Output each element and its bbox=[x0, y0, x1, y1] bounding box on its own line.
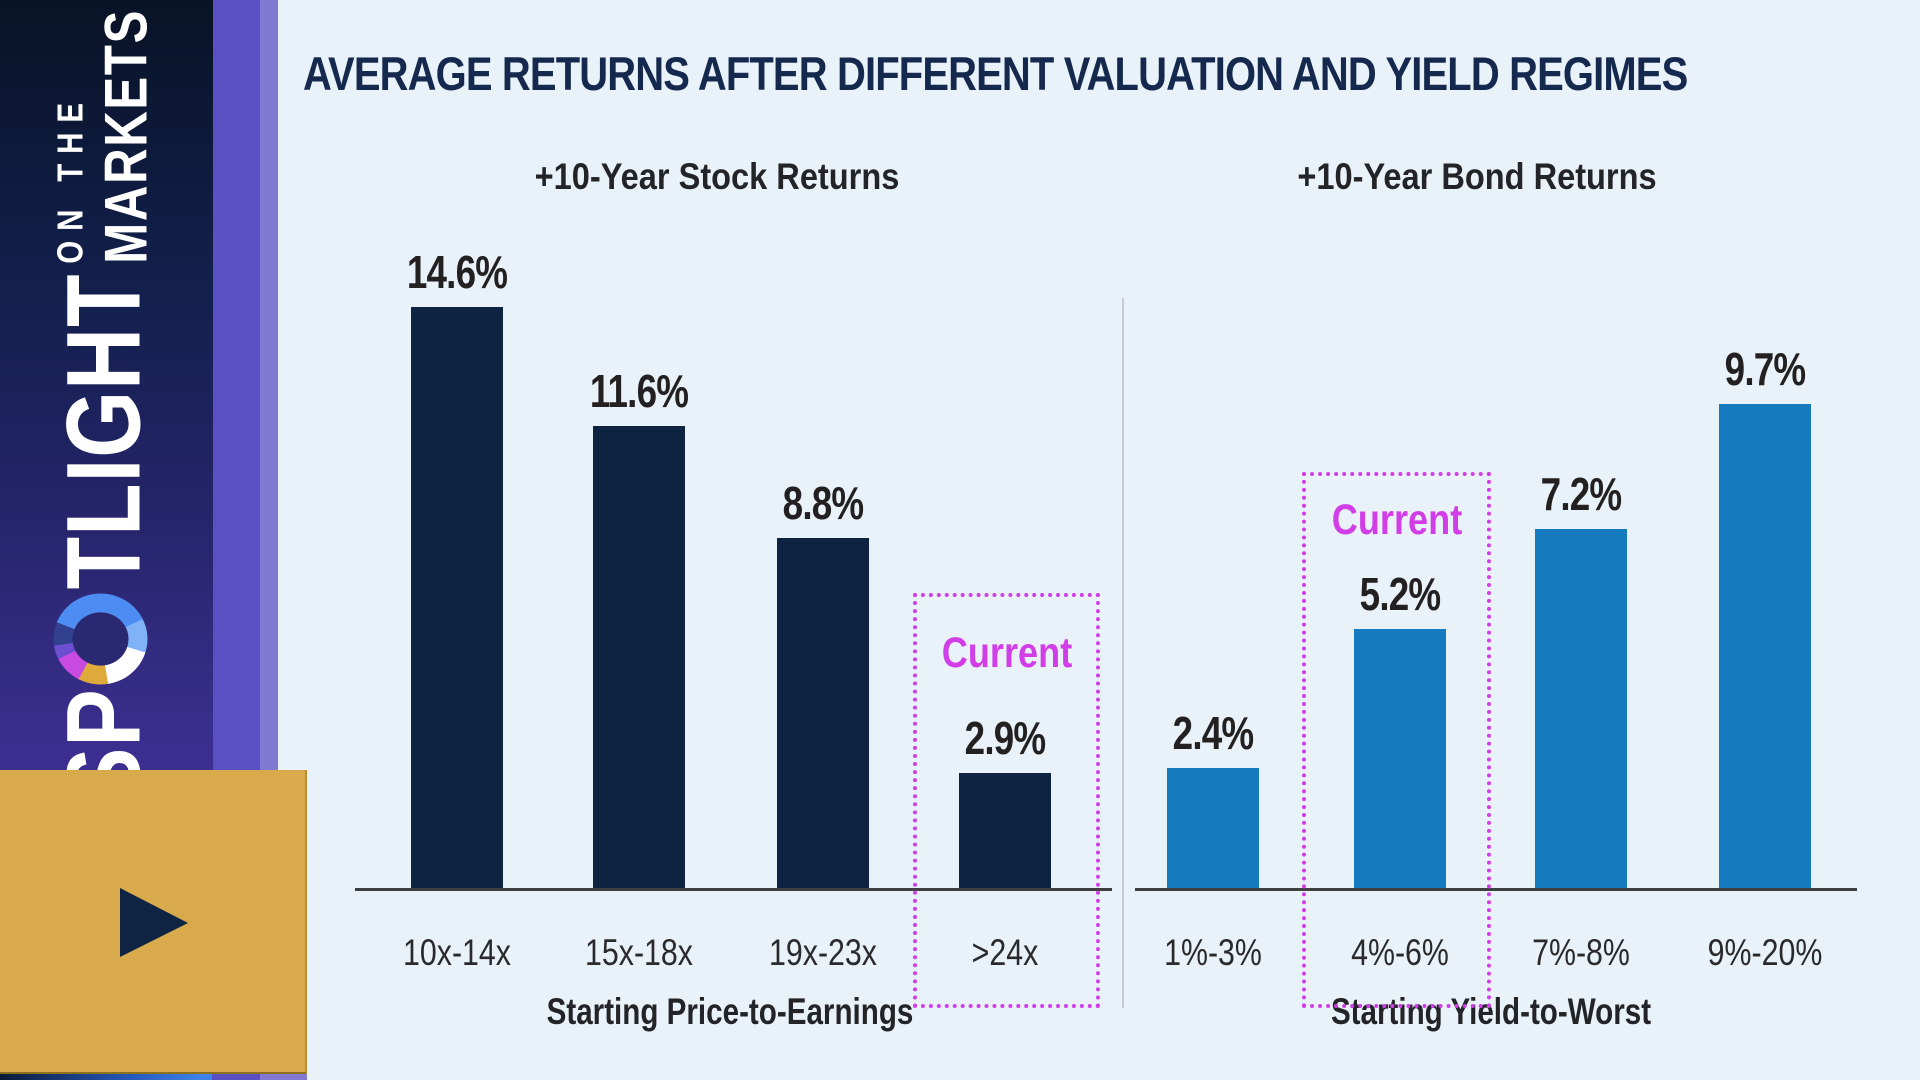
category-tick-label: 15x-18x bbox=[585, 932, 693, 973]
category-tick-label: 10x-14x bbox=[403, 932, 511, 973]
bar-value-label: 2.9% bbox=[964, 712, 1046, 764]
panel-subtitle: +10-Year Bond Returns bbox=[1297, 156, 1657, 197]
bar-value-label: 2.4% bbox=[1172, 707, 1254, 759]
bar-value-label: 5.2% bbox=[1359, 568, 1441, 620]
current-label: Current bbox=[1331, 496, 1462, 544]
chart-title: AVERAGE RETURNS AFTER DIFFERENT VALUATIO… bbox=[303, 47, 1688, 100]
x-axis-line bbox=[355, 888, 1112, 891]
current-highlight-box: Current bbox=[1302, 472, 1491, 1008]
category-tick-label: 1%-3% bbox=[1164, 932, 1262, 973]
bar-value-label: 9.7% bbox=[1724, 343, 1806, 395]
category-tick-label: 7%-8% bbox=[1532, 932, 1630, 973]
x-axis-caption: Starting Yield-to-Worst bbox=[1330, 991, 1652, 1032]
current-label: Current bbox=[941, 629, 1072, 677]
category-tick-label: >24x bbox=[971, 932, 1039, 973]
sidebar-navy-panel: SP TLIGHT ON THE MARKETS bbox=[0, 0, 213, 805]
bar bbox=[1167, 768, 1259, 888]
play-icon[interactable] bbox=[120, 888, 188, 957]
sidebar-stripe-mid bbox=[213, 0, 260, 770]
bar-value-label: 11.6% bbox=[589, 365, 689, 417]
current-highlight-box: Current bbox=[913, 593, 1100, 1008]
bar bbox=[593, 426, 685, 888]
category-tick-label: 4%-6% bbox=[1351, 932, 1449, 973]
panel-subtitle: +10-Year Stock Returns bbox=[534, 156, 900, 197]
x-axis-line bbox=[1135, 888, 1857, 891]
category-tick-label: 19x-23x bbox=[769, 932, 877, 973]
bar bbox=[411, 307, 503, 888]
sidebar-stripe-light bbox=[260, 0, 278, 770]
bottom-accent-strip bbox=[0, 1074, 307, 1080]
bar-value-label: 8.8% bbox=[782, 477, 864, 529]
bar-value-label: 14.6% bbox=[406, 246, 508, 298]
gold-footer-block bbox=[0, 770, 307, 1074]
panel-divider bbox=[1122, 298, 1124, 1008]
bar bbox=[1719, 404, 1811, 888]
bar bbox=[1354, 629, 1446, 888]
bar bbox=[777, 538, 869, 888]
bar-value-label: 7.2% bbox=[1540, 468, 1622, 520]
bar bbox=[1535, 529, 1627, 888]
x-axis-caption: Starting Price-to-Earnings bbox=[546, 991, 914, 1032]
category-tick-label: 9%-20% bbox=[1707, 932, 1823, 973]
bar bbox=[959, 773, 1051, 888]
